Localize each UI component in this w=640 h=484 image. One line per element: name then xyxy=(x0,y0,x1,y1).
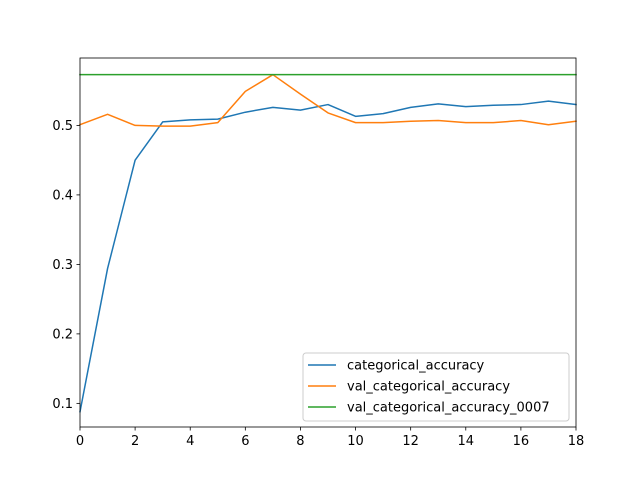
x-axis: 0 2 4 6 8 10 12 14 16 18 xyxy=(76,427,584,449)
y-axis: 0.1 0.2 0.3 0.4 0.5 xyxy=(52,119,80,412)
legend-label: categorical_accuracy xyxy=(347,359,485,374)
series-line-1 xyxy=(79,100,577,413)
y-tick-label: 0.1 xyxy=(52,397,73,412)
x-tick-label: 6 xyxy=(241,434,249,449)
x-tick-label: 10 xyxy=(347,434,364,449)
x-tick-label: 16 xyxy=(513,434,530,449)
x-tick-label: 2 xyxy=(131,434,139,449)
y-tick-label: 0.2 xyxy=(52,327,73,342)
legend-label: val_categorical_accuracy xyxy=(347,380,510,395)
x-tick-label: 14 xyxy=(458,434,475,449)
y-tick-label: 0.4 xyxy=(52,188,73,203)
series-layer xyxy=(79,73,577,413)
y-tick-label: 0.3 xyxy=(52,258,73,273)
series-line-2 xyxy=(79,73,577,127)
x-tick-label: 4 xyxy=(186,434,194,449)
plot-frame xyxy=(79,57,577,428)
x-tick-label: 0 xyxy=(76,434,84,449)
y-tick-label: 0.5 xyxy=(52,119,73,134)
x-tick-label: 8 xyxy=(296,434,304,449)
legend: categorical_accuracy val_categorical_accu… xyxy=(302,352,570,422)
legend-box xyxy=(302,352,570,422)
x-tick-label: 12 xyxy=(402,434,419,449)
legend-label: val_categorical_accuracy_0007 xyxy=(347,401,550,416)
x-tick-label: 18 xyxy=(568,434,585,449)
